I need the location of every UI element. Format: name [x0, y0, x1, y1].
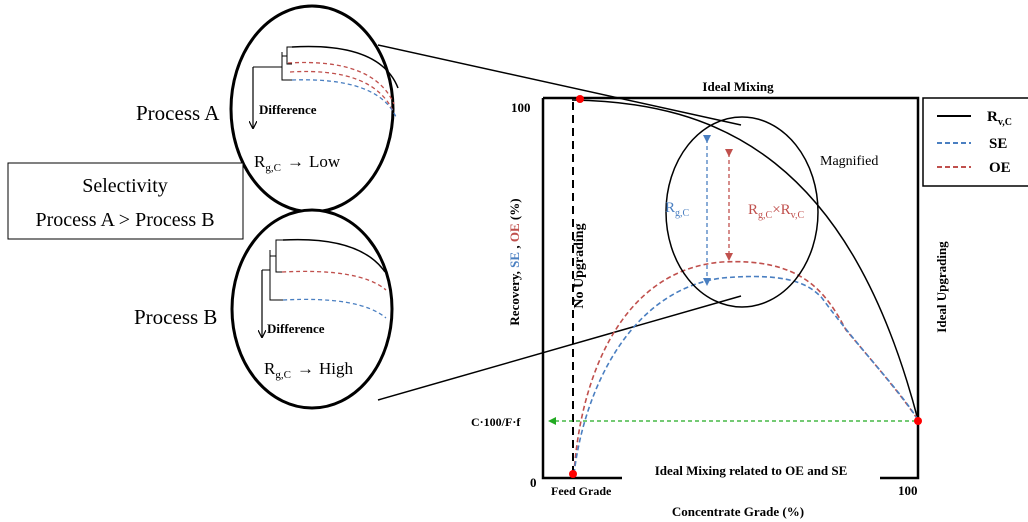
- magnifier-circle: [665, 116, 819, 308]
- process-b-rvc-curve: [282, 238, 386, 273]
- y-axis-label: Recovery, SE , OE (%): [507, 198, 522, 325]
- process-b-difference-label: Difference: [267, 321, 325, 336]
- process-b-rgc-text: Rg,C → High: [264, 359, 353, 381]
- x-axis-label: Concentrate Grade (%): [672, 504, 804, 519]
- process-a-title: Process A: [136, 101, 220, 125]
- point-top-left: [576, 95, 584, 103]
- zoom-connector-top: [377, 44, 742, 126]
- selectivity-comparison: Process A > Process B: [35, 209, 214, 231]
- rgc-label: Rg,C: [665, 200, 690, 219]
- process-a-se-curve: [291, 79, 397, 118]
- selectivity-title: Selectivity: [82, 175, 168, 197]
- rvc-curve: [571, 99, 919, 421]
- recovery-grade-chart: Ideal Mixing Ideal Mixing related to OE …: [471, 79, 949, 519]
- ideal-mixing-label: Ideal Mixing: [702, 79, 774, 94]
- x-tick-feed-grade: Feed Grade: [551, 484, 612, 498]
- ideal-mixing-oe-se-label: Ideal Mixing related to OE and SE: [655, 463, 848, 478]
- process-b-oe-curve: [281, 270, 387, 291]
- process-a-mid-curve: [289, 70, 395, 114]
- se-curve: [573, 275, 919, 475]
- no-upgrading-label: No Upgrading: [572, 223, 587, 308]
- selectivity-box: Selectivity Process A > Process B: [7, 162, 244, 240]
- y-tick-100: 100: [511, 100, 531, 115]
- plot-frame: [541, 96, 920, 480]
- cf-label: C·100/F·f: [471, 415, 521, 429]
- process-a-rgc-text: Rg,C → Low: [254, 152, 341, 174]
- x-tick-100: 100: [898, 483, 918, 498]
- process-b-se-curve: [282, 298, 387, 319]
- process-a-zoom: Difference Rg,C → Low: [229, 4, 399, 214]
- process-a-difference-label: Difference: [259, 102, 317, 117]
- point-feed-grade: [569, 470, 577, 478]
- point-ideal-upgrading: [914, 417, 922, 425]
- zoom-connector-bottom: [377, 295, 742, 401]
- process-b-bracket: [269, 239, 283, 301]
- process-a-rvc-curve: [291, 45, 399, 89]
- process-a-bracket: [281, 46, 292, 81]
- legend: Rv,C SE OE: [922, 97, 1028, 187]
- legend-rvc-label: Rv,C: [987, 109, 1012, 128]
- process-b-zoom: Difference Rg,C → High: [230, 208, 394, 410]
- magnified-label: Magnified: [820, 154, 878, 169]
- ideal-upgrading-label: Ideal Upgrading: [934, 241, 949, 333]
- oe-curve: [573, 260, 919, 475]
- process-b-circle: [230, 208, 394, 410]
- legend-oe-label: OE: [989, 160, 1011, 176]
- legend-se-label: SE: [989, 136, 1007, 152]
- process-b-title: Process B: [134, 305, 217, 329]
- process-a-oe-curve: [287, 61, 395, 105]
- y-tick-0: 0: [530, 475, 537, 490]
- rgc-rvc-label: Rg,C×Rv,C: [748, 202, 805, 221]
